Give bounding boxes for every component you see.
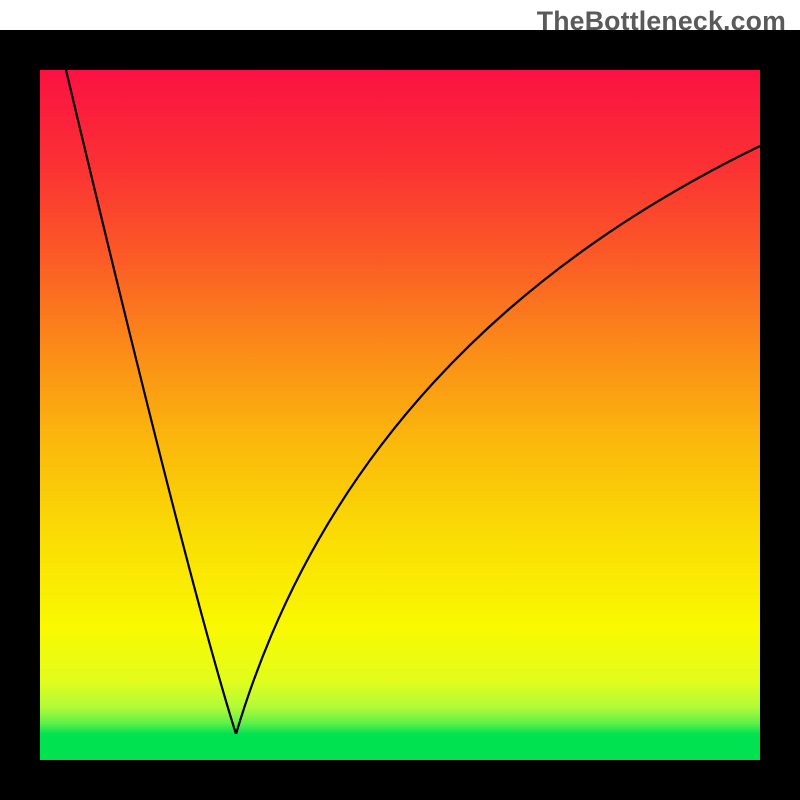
- outer-border: [0, 0, 800, 800]
- chart-frame: TheBottleneck.com: [0, 0, 800, 800]
